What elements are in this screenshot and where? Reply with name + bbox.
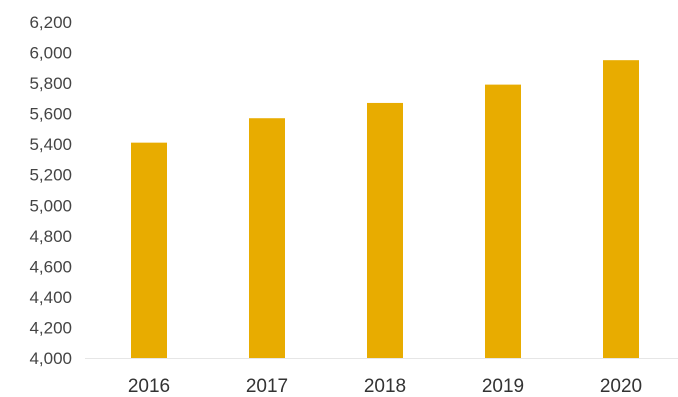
y-tick-label: 4,400 [29,288,72,307]
y-tick-label: 5,000 [29,196,72,215]
y-tick-label: 4,800 [29,227,72,246]
y-axis-ticks: 4,000 4,200 4,400 4,600 4,800 5,000 5,200 5,400… [29,13,72,368]
x-tick-label: 2019 [482,376,524,397]
y-tick-label: 4,600 [29,257,72,276]
bar-2017 [249,118,285,358]
x-tick-label: 2018 [364,376,406,397]
x-tick-label: 2017 [246,376,288,397]
y-tick-label: 5,800 [29,74,72,93]
y-tick-label: 4,200 [29,318,72,337]
x-tick-label: 2020 [600,376,642,397]
y-tick-label: 5,600 [29,105,72,124]
bar-2020 [603,60,639,358]
bar-2019 [485,84,521,359]
y-tick-label: 5,200 [29,166,72,185]
x-tick-label: 2016 [128,376,170,397]
y-tick-label: 6,000 [29,44,72,63]
y-tick-label: 5,400 [29,135,72,154]
y-tick-label: 4,000 [29,349,72,368]
bar-2016 [131,142,167,358]
bar-2018 [367,102,403,358]
bars [131,60,639,359]
y-tick-label: 6,200 [29,13,72,32]
x-axis-ticks: 2016 2017 2018 2019 2020 [128,376,642,397]
